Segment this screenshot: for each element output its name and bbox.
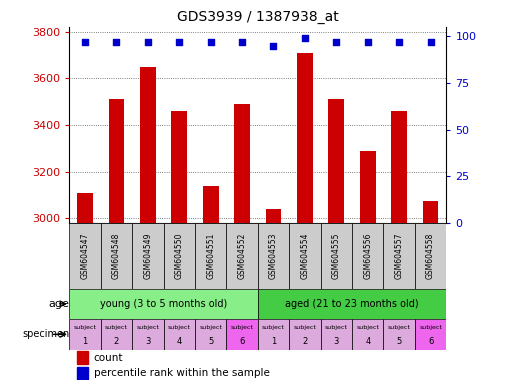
Text: GSM604549: GSM604549 <box>143 233 152 279</box>
Point <box>144 39 152 45</box>
Text: 3: 3 <box>145 338 150 346</box>
Text: subject: subject <box>136 325 159 330</box>
Bar <box>360 151 376 223</box>
Point <box>238 39 246 45</box>
Bar <box>328 99 344 223</box>
Point <box>332 39 341 45</box>
Text: subject: subject <box>231 325 253 330</box>
Bar <box>140 66 155 223</box>
Bar <box>415 319 446 349</box>
Text: 6: 6 <box>428 338 433 346</box>
Bar <box>171 111 187 223</box>
Bar <box>101 319 132 349</box>
Text: subject: subject <box>105 325 128 330</box>
Text: 4: 4 <box>176 338 182 346</box>
Text: 6: 6 <box>240 338 245 346</box>
Text: GSM604550: GSM604550 <box>175 233 184 279</box>
Text: 3: 3 <box>333 338 339 346</box>
Point <box>207 39 215 45</box>
Text: GSM604556: GSM604556 <box>363 233 372 279</box>
Bar <box>132 223 164 288</box>
Bar <box>77 193 93 223</box>
Text: count: count <box>94 353 123 363</box>
Text: subject: subject <box>388 325 410 330</box>
Bar <box>266 209 281 223</box>
Point <box>426 39 435 45</box>
Point <box>364 39 372 45</box>
Text: 5: 5 <box>208 338 213 346</box>
Bar <box>297 53 313 223</box>
Bar <box>415 223 446 288</box>
Text: GSM604557: GSM604557 <box>394 233 404 279</box>
Bar <box>258 223 289 288</box>
Text: 1: 1 <box>271 338 276 346</box>
Bar <box>195 319 226 349</box>
Bar <box>352 319 383 349</box>
Point <box>112 39 121 45</box>
Bar <box>226 319 258 349</box>
Text: GSM604555: GSM604555 <box>332 233 341 279</box>
Text: subject: subject <box>357 325 379 330</box>
Bar <box>203 186 219 223</box>
Text: age: age <box>48 299 69 309</box>
Bar <box>258 288 446 319</box>
Point <box>395 39 403 45</box>
Bar <box>321 223 352 288</box>
Title: GDS3939 / 1387938_at: GDS3939 / 1387938_at <box>177 10 339 25</box>
Bar <box>164 223 195 288</box>
Bar <box>109 99 124 223</box>
Point <box>301 35 309 41</box>
Text: 1: 1 <box>83 338 88 346</box>
Bar <box>383 223 415 288</box>
Point <box>269 43 278 49</box>
Text: subject: subject <box>199 325 222 330</box>
Text: GSM604554: GSM604554 <box>301 233 309 279</box>
Text: 2: 2 <box>114 338 119 346</box>
Bar <box>132 319 164 349</box>
Text: young (3 to 5 months old): young (3 to 5 months old) <box>100 299 227 309</box>
Text: GSM604547: GSM604547 <box>81 233 89 279</box>
Text: 2: 2 <box>302 338 307 346</box>
Bar <box>391 111 407 223</box>
Bar <box>423 201 439 223</box>
Bar <box>234 104 250 223</box>
Text: subject: subject <box>325 325 348 330</box>
Text: specimen: specimen <box>22 329 69 339</box>
Text: GSM604552: GSM604552 <box>238 233 247 279</box>
Bar <box>258 319 289 349</box>
Bar <box>383 319 415 349</box>
Bar <box>226 223 258 288</box>
Bar <box>69 288 258 319</box>
Bar <box>69 319 101 349</box>
Bar <box>195 223 226 288</box>
Bar <box>101 223 132 288</box>
Text: GSM604548: GSM604548 <box>112 233 121 279</box>
Text: aged (21 to 23 months old): aged (21 to 23 months old) <box>285 299 419 309</box>
Bar <box>164 319 195 349</box>
Bar <box>77 367 88 379</box>
Bar <box>289 319 321 349</box>
Text: 5: 5 <box>397 338 402 346</box>
Bar <box>289 223 321 288</box>
Bar <box>69 223 101 288</box>
Bar <box>352 223 383 288</box>
Text: GSM604558: GSM604558 <box>426 233 435 279</box>
Text: GSM604551: GSM604551 <box>206 233 215 279</box>
Text: subject: subject <box>168 325 191 330</box>
Text: GSM604553: GSM604553 <box>269 233 278 279</box>
Bar <box>77 351 88 364</box>
Point <box>175 39 183 45</box>
Text: percentile rank within the sample: percentile rank within the sample <box>94 368 270 378</box>
Point <box>81 39 89 45</box>
Text: subject: subject <box>293 325 317 330</box>
Text: subject: subject <box>419 325 442 330</box>
Bar <box>321 319 352 349</box>
Text: 4: 4 <box>365 338 370 346</box>
Text: subject: subject <box>262 325 285 330</box>
Text: subject: subject <box>73 325 96 330</box>
